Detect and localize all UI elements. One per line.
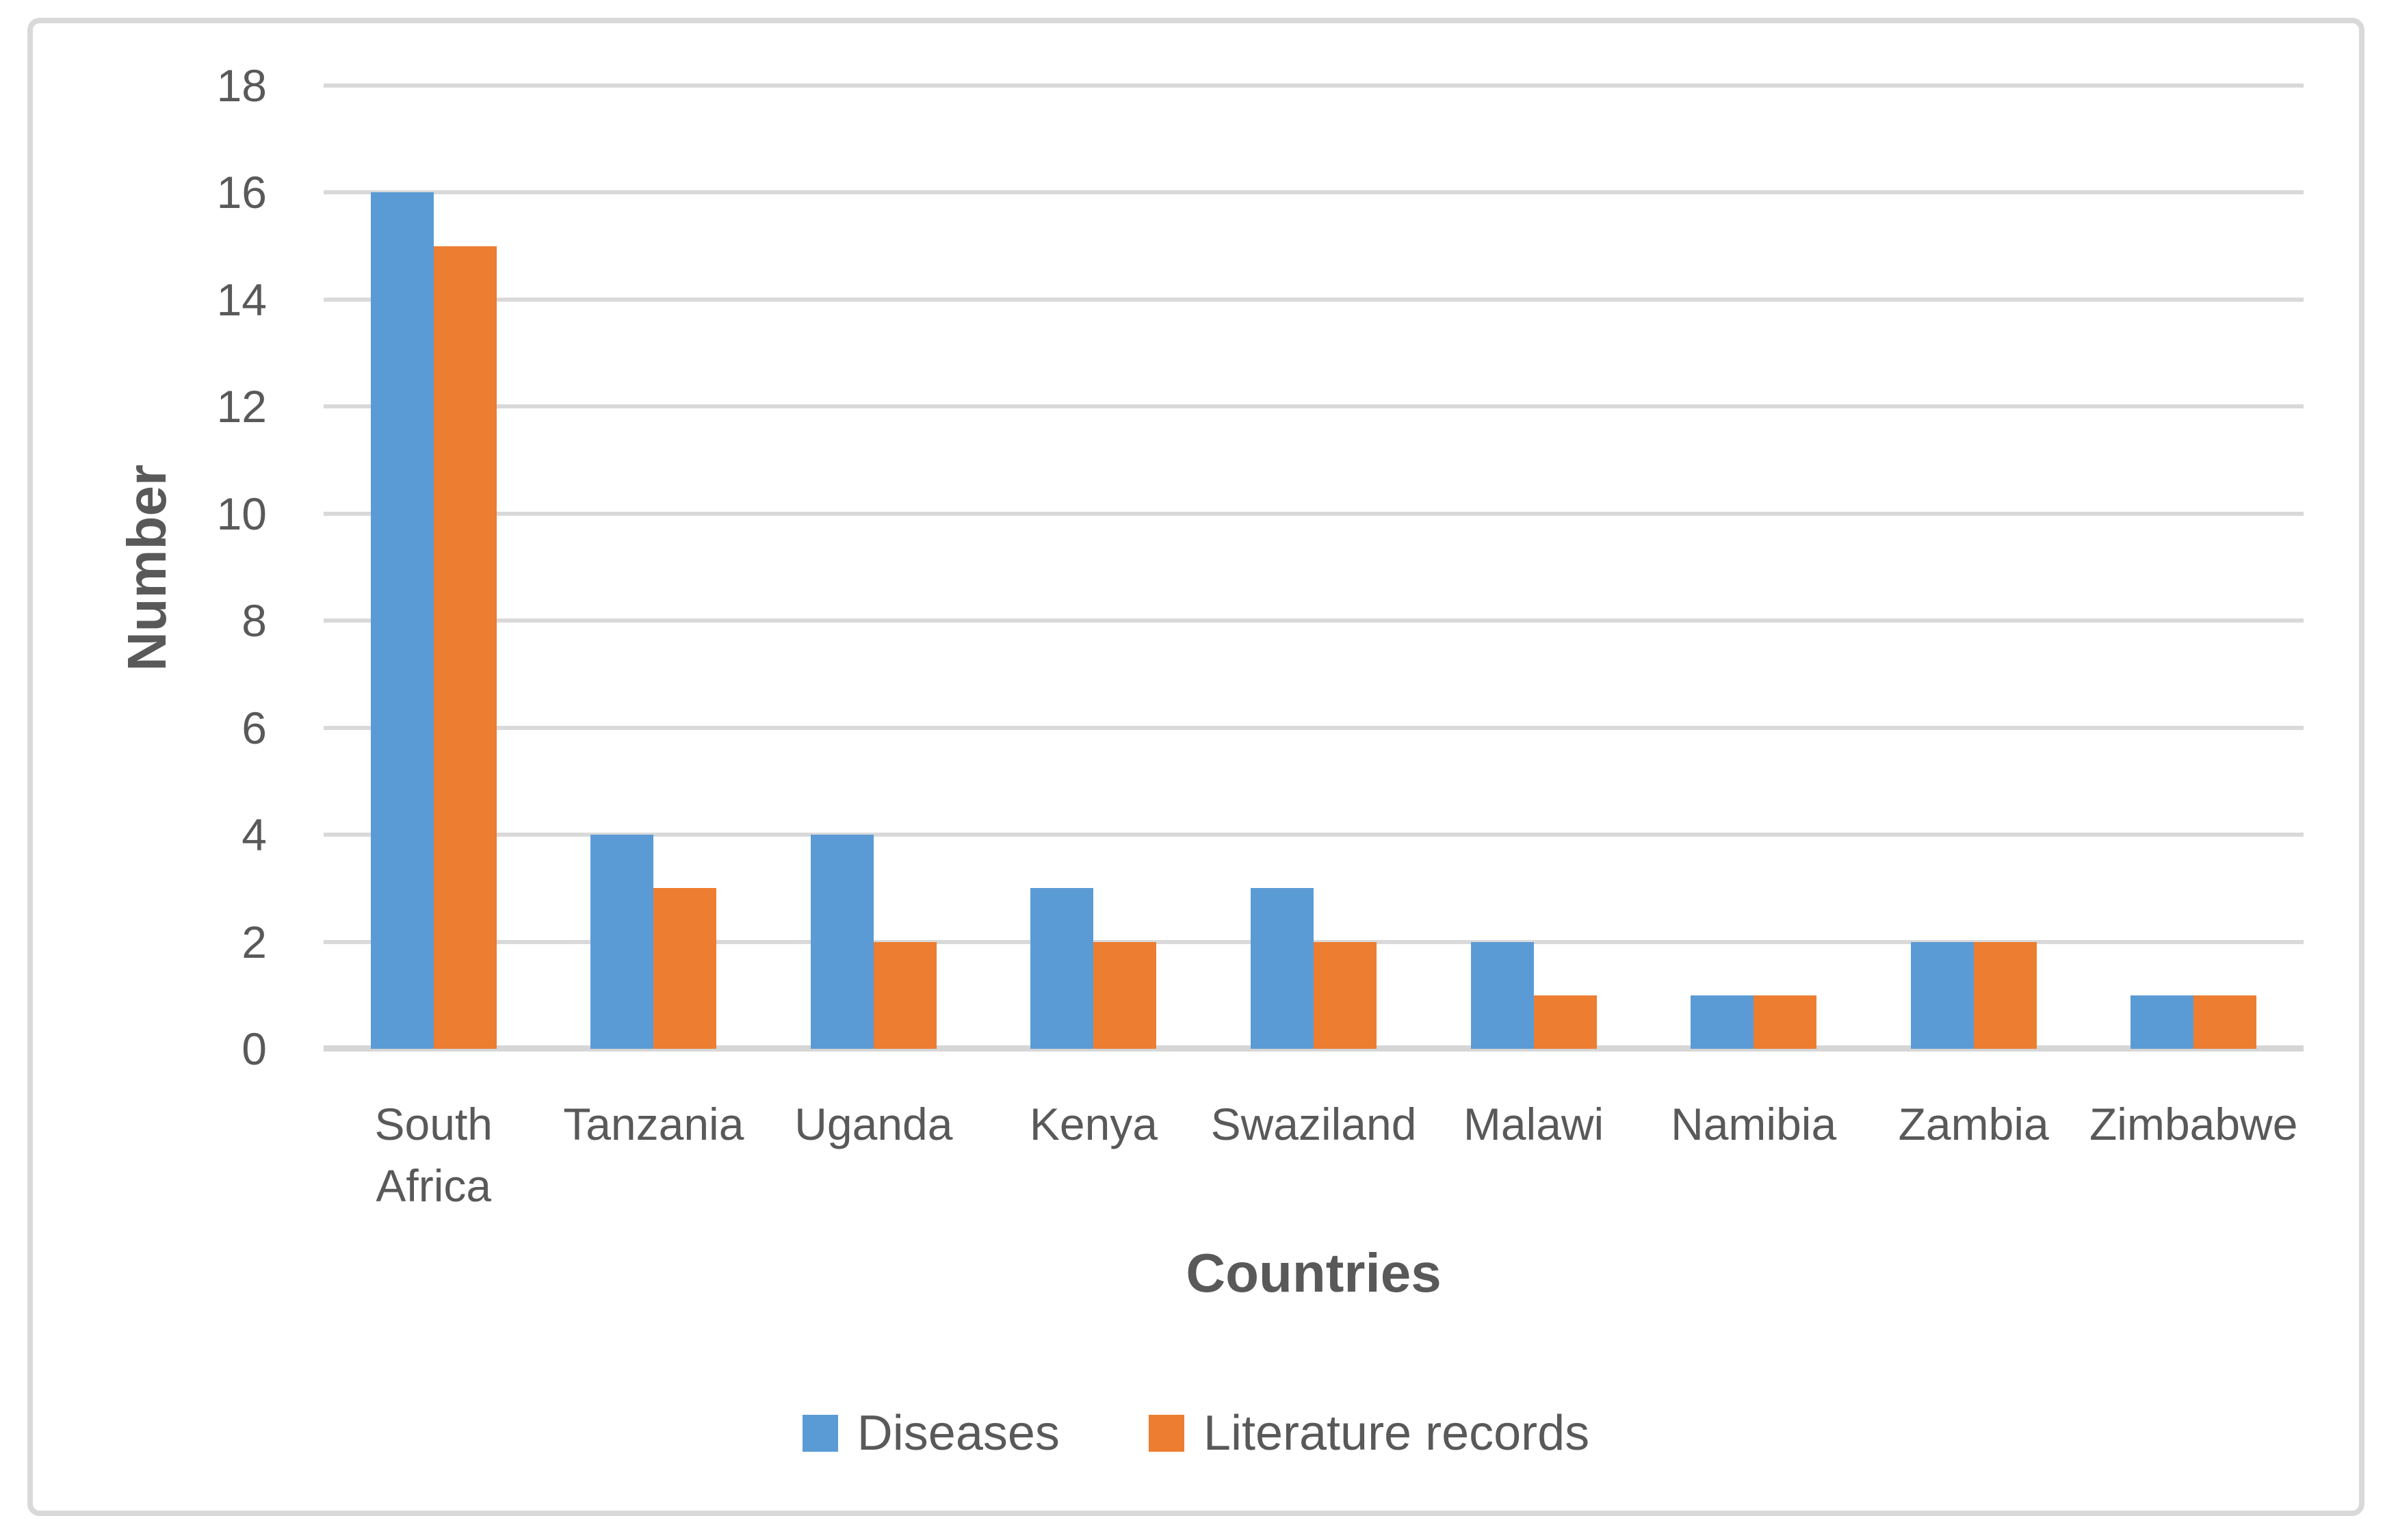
bar-diseases-zimbabwe: [2130, 995, 2194, 1049]
y-tick-label: 2: [242, 916, 267, 967]
bar-literature-records-kenya: [1093, 941, 1157, 1049]
bar-diseases-tanzania: [590, 835, 654, 1049]
bar-diseases-namibia: [1691, 995, 1754, 1049]
y-tick-label: 14: [216, 274, 267, 325]
y-tick-label: 12: [216, 381, 267, 432]
bar-diseases-kenya: [1030, 888, 1094, 1049]
legend-label-literature-records: Literature records: [1203, 1406, 1590, 1461]
x-category-label-namibia: Namibia: [1671, 1099, 1837, 1149]
figure-border: [27, 18, 2364, 1516]
gridline: [324, 190, 2304, 195]
legend: Diseases Literature records: [27, 1396, 2364, 1471]
y-tick-label: 18: [216, 60, 267, 111]
bar-literature-records-uganda: [873, 941, 937, 1049]
x-category-label-zimbabwe: Zimbabwe: [2089, 1099, 2298, 1149]
x-category-label-uganda: Uganda: [794, 1099, 953, 1149]
gridline: [324, 83, 2304, 88]
gridline: [324, 618, 2304, 623]
gridline: [324, 833, 2304, 837]
legend-label-diseases: Diseases: [857, 1406, 1060, 1461]
bar-diseases-malawi: [1470, 941, 1534, 1049]
bar-literature-records-malawi: [1533, 995, 1597, 1049]
y-tick-label: 16: [216, 167, 267, 218]
x-category-label-malawi: Malawi: [1463, 1099, 1604, 1149]
bar-literature-records-tanzania: [653, 888, 717, 1049]
bar-diseases-swaziland: [1251, 888, 1314, 1049]
legend-item-diseases: Diseases: [802, 1406, 1060, 1461]
x-category-label-zambia: Zambia: [1898, 1099, 2049, 1149]
y-tick-label: 0: [242, 1023, 267, 1074]
x-category-label-south-africa: South Africa: [374, 1099, 493, 1211]
x-category-label-tanzania: Tanzania: [563, 1099, 744, 1149]
x-axis-title: Countries: [1186, 1242, 1442, 1303]
bar-literature-records-south-africa: [433, 246, 497, 1049]
gridline: [324, 297, 2304, 302]
x-category-label-kenya: Kenya: [1029, 1099, 1158, 1149]
y-tick-label: 6: [242, 702, 267, 753]
y-tick-label: 10: [216, 488, 267, 539]
gridline: [324, 725, 2304, 730]
bar-literature-records-zimbabwe: [2193, 995, 2257, 1049]
bar-literature-records-swaziland: [1314, 941, 1377, 1049]
bar-literature-records-zambia: [1973, 941, 2037, 1049]
y-tick-label: 8: [242, 595, 267, 647]
legend-marker-literature-records-icon: [1148, 1415, 1184, 1452]
bar-diseases-south-africa: [370, 192, 434, 1049]
bar-diseases-zambia: [1910, 941, 1974, 1049]
legend-marker-diseases-icon: [802, 1415, 838, 1452]
bar-literature-records-namibia: [1754, 995, 1817, 1049]
gridline: [324, 511, 2304, 516]
x-category-label-swaziland: Swaziland: [1210, 1099, 1417, 1149]
legend-item-literature-records: Literature records: [1148, 1406, 1590, 1461]
plot-area: [324, 83, 2304, 1052]
y-tick-label: 4: [242, 809, 267, 861]
bar-diseases-uganda: [810, 835, 874, 1049]
gridline: [324, 404, 2304, 409]
